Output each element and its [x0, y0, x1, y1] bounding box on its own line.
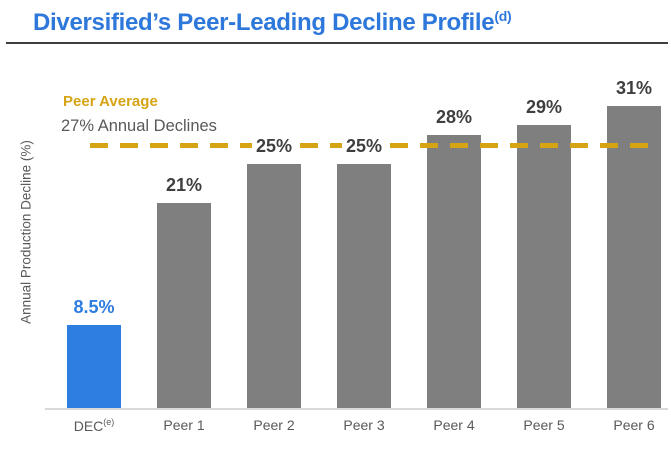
category-label-peer-6: Peer 6 — [613, 418, 654, 432]
bar-value-label-peer-2: 25% — [251, 137, 297, 155]
page-title: Diversified’s Peer-Leading Decline Profi… — [33, 8, 512, 37]
category-label-text: DEC — [73, 418, 104, 434]
bar-dec — [67, 325, 121, 408]
y-axis-title: Annual Production Decline (%) — [18, 140, 34, 324]
page-title-text: Diversified’s Peer-Leading Decline Profi… — [33, 9, 495, 36]
category-label-text: Peer 1 — [163, 417, 205, 433]
bar-peer-6 — [607, 106, 661, 408]
category-label-peer-4: Peer 4 — [433, 418, 474, 432]
bar-value-label-peer-1: 21% — [161, 176, 207, 194]
category-label-text: Peer 4 — [433, 417, 475, 433]
bar-peer-4 — [427, 135, 481, 408]
peer-average-label: Peer Average — [63, 93, 158, 110]
x-axis-line — [45, 408, 668, 410]
bar-value-label-dec: 8.5% — [69, 298, 119, 316]
category-footnote-superscript: (e) — [103, 417, 115, 427]
title-footnote-superscript: (d) — [494, 8, 512, 24]
bar-value-label-peer-4: 28% — [431, 108, 477, 126]
title-underline — [6, 42, 668, 44]
category-label-text: Peer 6 — [613, 417, 655, 433]
bar-peer-1 — [157, 203, 211, 408]
bar-peer-3 — [337, 164, 391, 408]
plot-area: Peer Average 27% Annual Declines 8.5% DEC… — [45, 60, 668, 433]
category-label-text: Peer 2 — [253, 417, 295, 433]
category-label-peer-3: Peer 3 — [343, 418, 384, 432]
category-label-text: Peer 5 — [523, 417, 565, 433]
category-label-peer-5: Peer 5 — [523, 418, 564, 432]
bar-value-label-peer-5: 29% — [521, 98, 567, 116]
category-label-text: Peer 3 — [343, 417, 385, 433]
category-label-peer-1: Peer 1 — [163, 418, 204, 432]
bar-peer-2 — [247, 164, 301, 408]
peer-average-sublabel: 27% Annual Declines — [61, 117, 217, 135]
category-label-dec: DEC(e) — [73, 417, 115, 434]
category-label-peer-2: Peer 2 — [253, 418, 294, 432]
bar-value-label-peer-3: 25% — [341, 137, 387, 155]
bar-value-label-peer-6: 31% — [611, 79, 657, 97]
bar-peer-5 — [517, 125, 571, 408]
